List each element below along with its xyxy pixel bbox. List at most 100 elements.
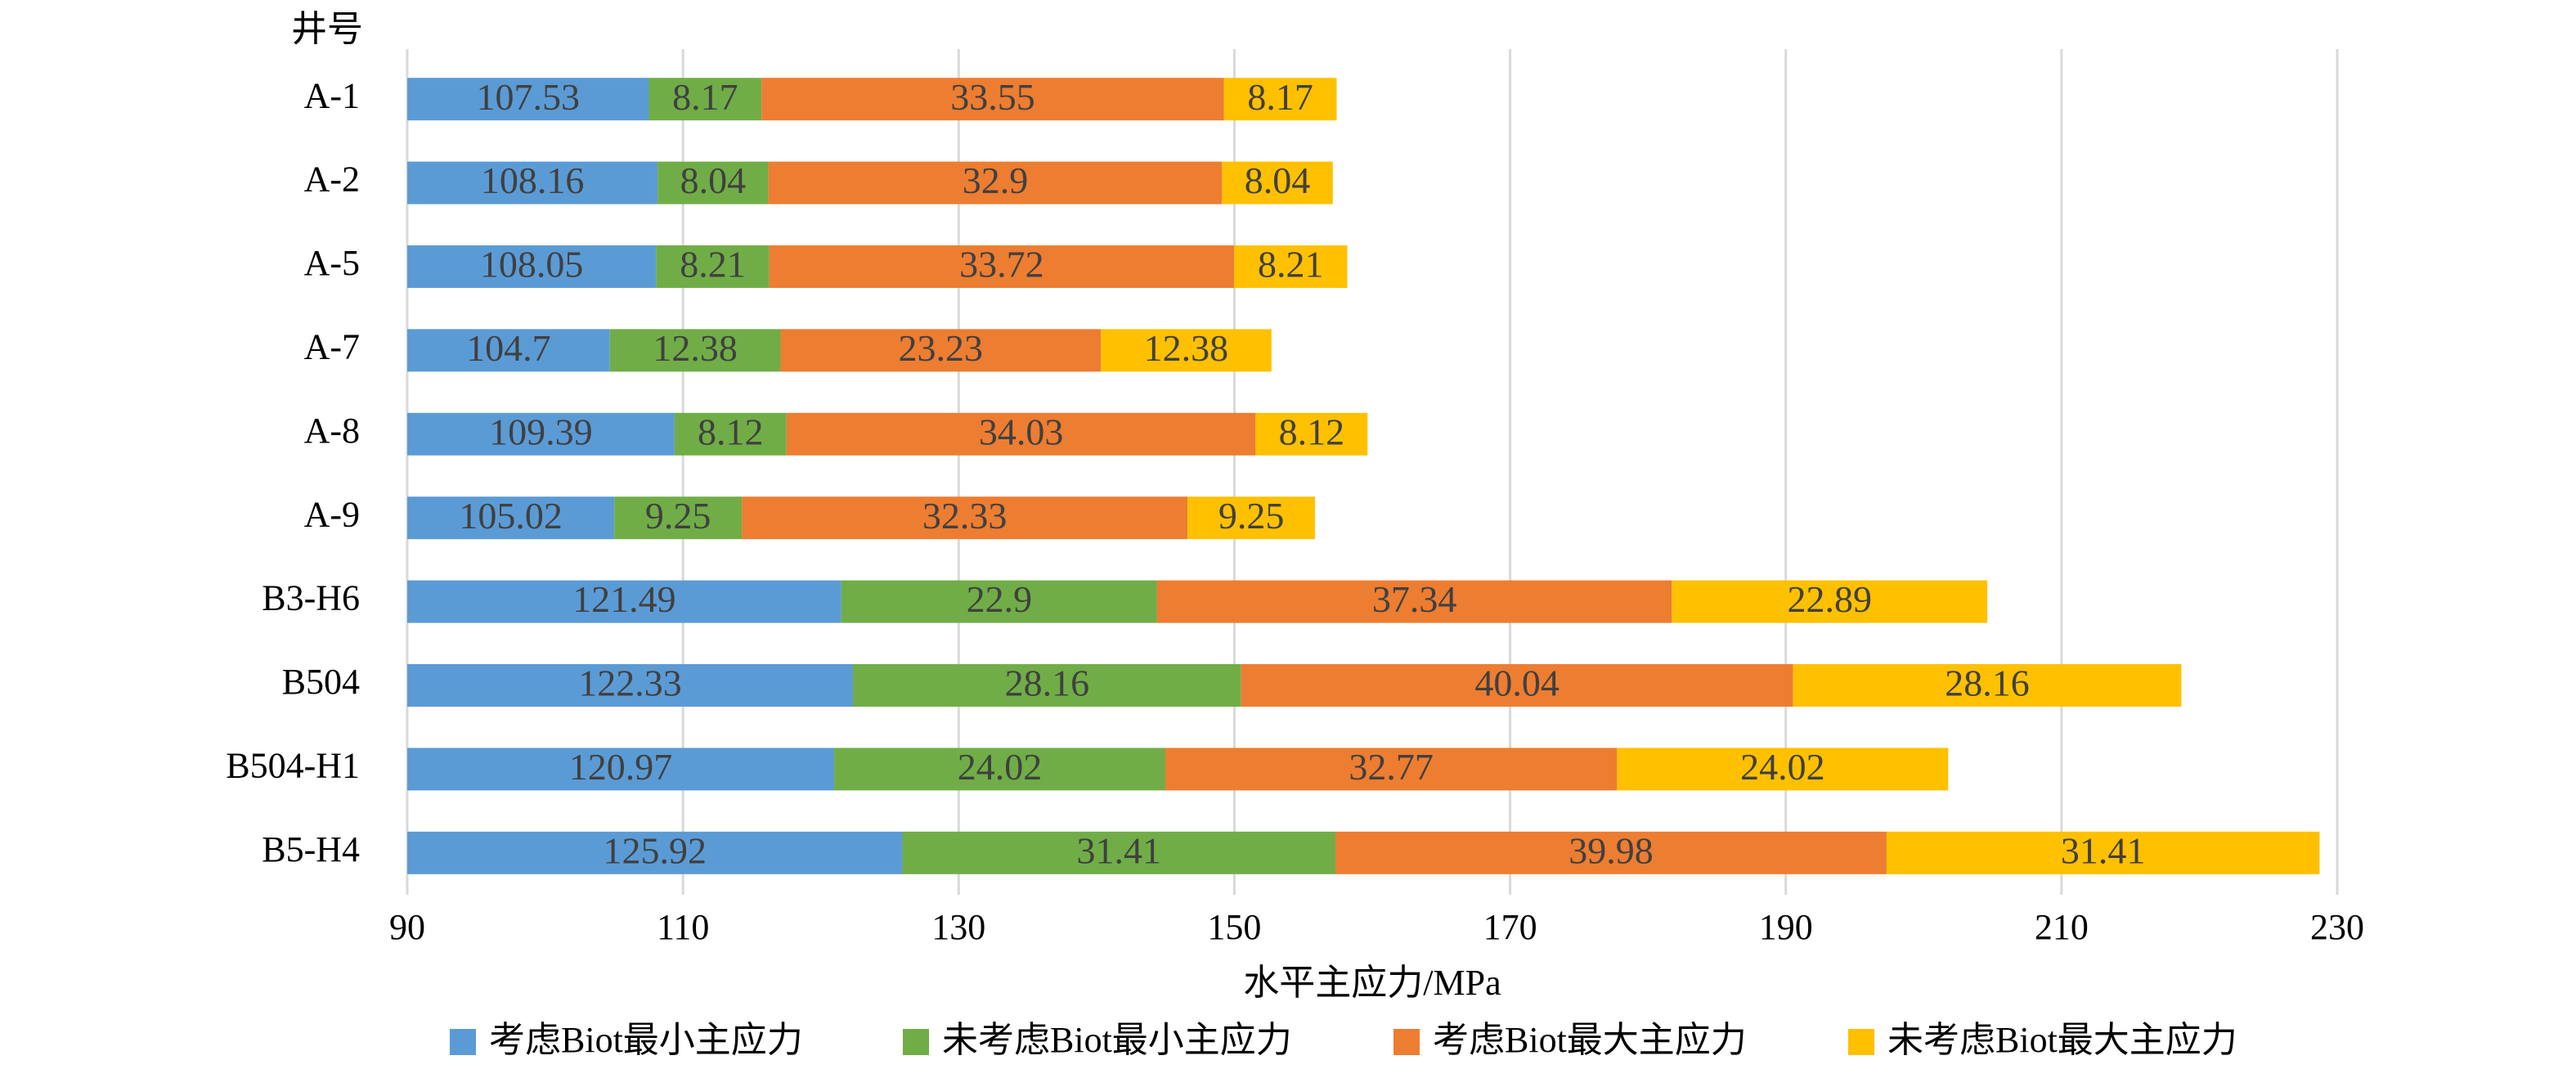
- data-label: 9.25: [1218, 495, 1285, 537]
- y-tick-label: B504: [282, 662, 360, 702]
- legend-label: 未考虑Biot最大主应力: [1887, 1020, 2237, 1060]
- bar-segment: [657, 161, 769, 204]
- bar-segment: [1222, 161, 1333, 204]
- bar-segment: [674, 412, 787, 456]
- data-label: 121.49: [572, 578, 676, 620]
- y-tick-label: A-8: [304, 411, 360, 451]
- bar-segment: [1886, 831, 2320, 874]
- bar-segment: [656, 245, 770, 288]
- y-tick-label: A-9: [304, 494, 360, 534]
- data-label: 107.53: [477, 76, 581, 118]
- legend-label: 考虑Biot最小主应力: [489, 1020, 803, 1060]
- data-label: 125.92: [604, 829, 707, 871]
- bar-segment: [742, 496, 1188, 540]
- data-label: 24.02: [1740, 746, 1825, 788]
- data-label: 28.16: [1005, 663, 1090, 704]
- data-label: 23.23: [899, 327, 984, 369]
- data-label: 109.39: [489, 411, 593, 452]
- bar-segment: [407, 580, 841, 623]
- data-label: 8.12: [1279, 411, 1345, 452]
- x-tick-label: 150: [1207, 907, 1261, 947]
- y-tick-label: A-2: [304, 159, 360, 200]
- bar-segment: [407, 496, 615, 540]
- data-label: 37.34: [1372, 578, 1457, 620]
- data-label: 12.38: [1144, 327, 1229, 369]
- bar-segment: [1672, 580, 1988, 623]
- data-label: 32.9: [963, 159, 1029, 201]
- data-label: 22.89: [1787, 578, 1872, 620]
- bar-segment: [761, 78, 1224, 121]
- data-label: 32.77: [1349, 746, 1434, 788]
- data-label: 8.21: [1258, 244, 1324, 285]
- bar-segment: [1223, 78, 1337, 121]
- data-label: 108.05: [480, 244, 584, 285]
- bar-segment: [407, 412, 675, 456]
- bar-segment: [1617, 748, 1949, 791]
- x-tick-label: 170: [1483, 907, 1537, 947]
- bar-segment: [1101, 329, 1272, 372]
- data-label: 8.12: [698, 411, 764, 452]
- bar-segment: [780, 329, 1102, 372]
- bar-segment: [1187, 496, 1316, 540]
- bar-segment: [648, 78, 762, 121]
- data-label: 32.33: [922, 495, 1008, 537]
- y-tick-label: A-1: [304, 75, 360, 115]
- data-label: 105.02: [459, 495, 563, 537]
- bar-segment: [852, 664, 1241, 707]
- bar-segment: [407, 664, 853, 707]
- bar-segment: [841, 580, 1157, 623]
- data-label: 24.02: [958, 746, 1043, 788]
- legend-label: 未考虑Biot最小主应力: [942, 1020, 1292, 1060]
- data-label: 9.25: [645, 495, 711, 537]
- x-tick-label: 210: [2035, 907, 2089, 947]
- bar-segment: [1156, 580, 1672, 623]
- legend-label: 考虑Biot最大主应力: [1433, 1020, 1747, 1060]
- bar-segment: [769, 245, 1235, 288]
- bar-segment: [407, 245, 657, 288]
- bar-segment: [407, 748, 835, 791]
- bar-segment: [1234, 245, 1348, 288]
- data-label: 122.33: [578, 663, 682, 704]
- data-label: 8.04: [1245, 159, 1311, 201]
- data-label: 28.16: [1945, 663, 2030, 704]
- legend-swatch: [903, 1029, 929, 1055]
- bar-segment: [1241, 664, 1793, 707]
- x-tick-label: 110: [657, 907, 709, 947]
- bar-segment: [407, 329, 610, 372]
- bar-segment: [1255, 412, 1368, 456]
- bar-segment: [834, 748, 1165, 791]
- bar-segment: [407, 78, 649, 121]
- data-label: 33.72: [959, 244, 1044, 285]
- bar-segment: [407, 831, 903, 874]
- bar-segment: [1793, 664, 2182, 707]
- legend-swatch: [1848, 1029, 1874, 1055]
- y-tick-label: A-5: [304, 243, 360, 283]
- bar-segment: [768, 161, 1223, 204]
- y-tick-label: B5-H4: [262, 829, 360, 869]
- data-label: 104.7: [466, 327, 551, 369]
- bar-segment: [407, 161, 658, 204]
- bar-segment: [1335, 831, 1887, 874]
- y-tick-label: B504-H1: [226, 745, 360, 785]
- data-label: 31.41: [2061, 829, 2146, 871]
- data-label: 120.97: [569, 746, 673, 788]
- data-label: 8.17: [1247, 76, 1313, 118]
- data-label: 40.04: [1474, 663, 1560, 704]
- data-label: 39.98: [1568, 829, 1654, 871]
- data-label: 33.55: [950, 76, 1035, 118]
- x-tick-label: 230: [2310, 907, 2364, 947]
- y-tick-label: B3-H6: [262, 578, 360, 618]
- data-label: 34.03: [979, 411, 1064, 452]
- x-tick-label: 90: [389, 907, 425, 947]
- bar-segment: [902, 831, 1335, 874]
- x-axis-title: 水平主应力/MPa: [1243, 963, 1501, 1003]
- data-label: 8.21: [680, 244, 746, 285]
- data-label: 22.9: [967, 578, 1033, 620]
- data-label: 108.16: [481, 159, 585, 201]
- legend-swatch: [1393, 1029, 1420, 1055]
- data-label: 12.38: [653, 327, 738, 369]
- data-label: 8.04: [680, 159, 747, 201]
- data-label: 31.41: [1077, 829, 1162, 871]
- bar-segment: [614, 496, 743, 540]
